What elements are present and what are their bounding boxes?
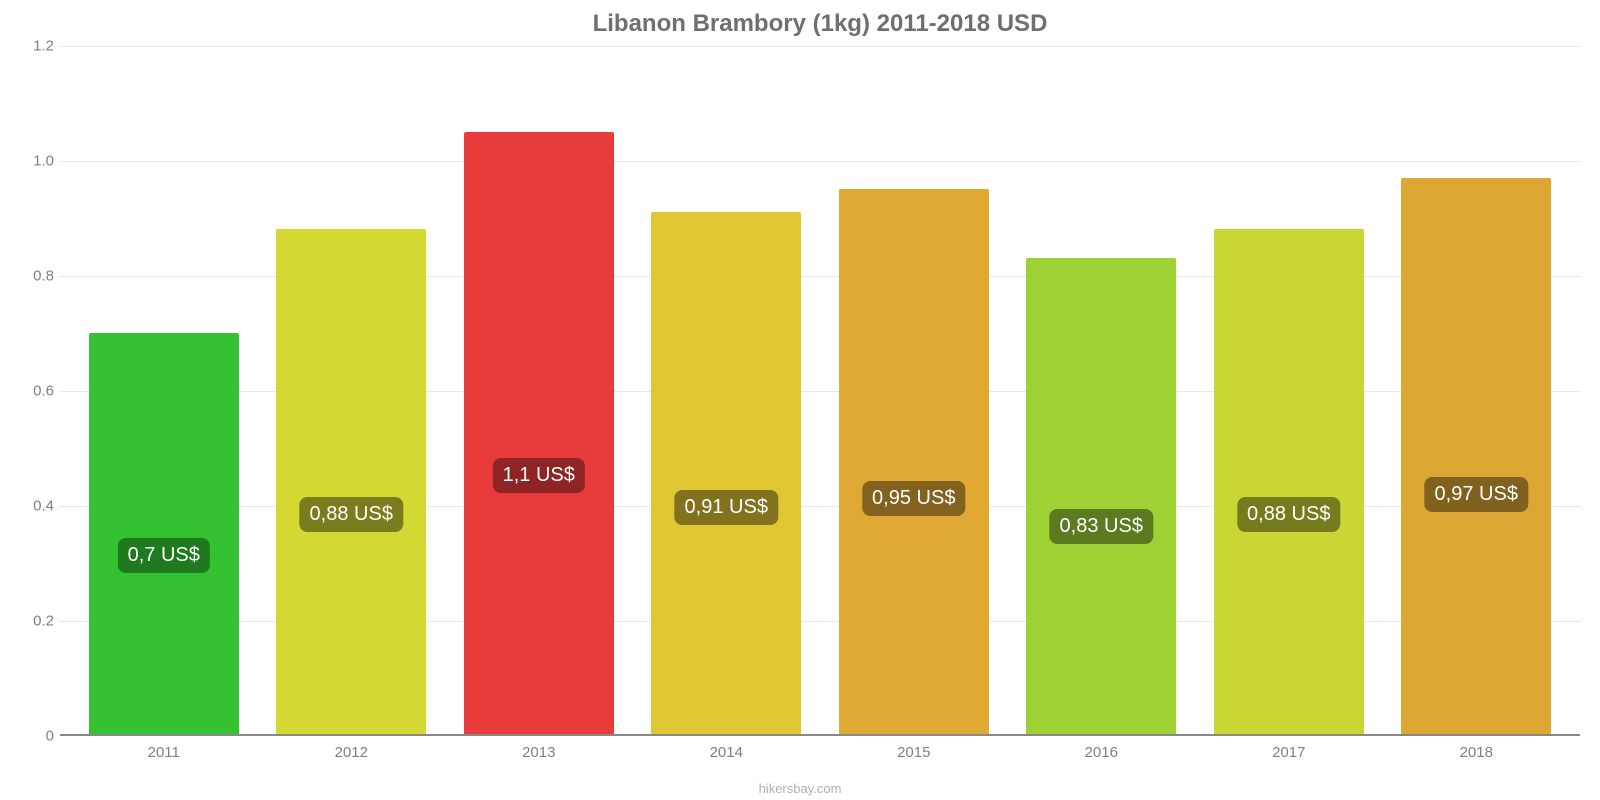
y-tick-label: 0: [18, 728, 54, 745]
y-tick-label: 0.8: [18, 268, 54, 285]
y-tick-label: 1.0: [18, 153, 54, 170]
y-tick-label: 0.4: [18, 498, 54, 515]
bar-slot: 0,88 US$: [1195, 46, 1383, 734]
bar-slot: 0,88 US$: [258, 46, 446, 734]
bar: 0,83 US$: [1026, 258, 1176, 734]
bar-value-label: 0,95 US$: [862, 481, 965, 516]
bar-value-label: 0,88 US$: [300, 497, 403, 532]
bar: 1,1 US$: [464, 132, 614, 734]
bar-slot: 0,95 US$: [820, 46, 1008, 734]
bar: 0,7 US$: [89, 333, 239, 734]
bar-value-label: 0,83 US$: [1050, 509, 1153, 544]
x-tick-label: 2018: [1383, 744, 1571, 761]
chart-container: Libanon Brambory (1kg) 2011-2018 USD 00.…: [60, 10, 1580, 770]
bar-slot: 0,7 US$: [70, 46, 258, 734]
bar-value-label: 0,97 US$: [1425, 477, 1528, 512]
bar-value-label: 0,91 US$: [675, 490, 778, 525]
y-tick-label: 0.2: [18, 613, 54, 630]
bar: 0,97 US$: [1401, 178, 1551, 734]
bar-value-label: 0,88 US$: [1237, 497, 1340, 532]
bar-slot: 0,91 US$: [633, 46, 821, 734]
chart-title: Libanon Brambory (1kg) 2011-2018 USD: [60, 10, 1580, 38]
x-tick-label: 2014: [633, 744, 821, 761]
bar-slot: 0,83 US$: [1008, 46, 1196, 734]
x-tick-label: 2015: [820, 744, 1008, 761]
x-tick-label: 2016: [1008, 744, 1196, 761]
bars-group: 0,7 US$ 0,88 US$ 1,1 US$ 0,91 US$ 0,95 US$ 0,…: [60, 46, 1580, 734]
plot-area: 00.20.40.60.81.01.2 0,7 US$0,88 US$1,1 U…: [60, 46, 1580, 736]
bar: 0,91 US$: [651, 212, 801, 734]
bar: 0,88 US$: [1214, 229, 1364, 734]
x-axis-labels: 20112012201320142015201620172018: [60, 744, 1580, 761]
bar-value-label: 0,7 US$: [118, 538, 210, 573]
bar-slot: 1,1 US$: [445, 46, 633, 734]
y-tick-label: 0.6: [18, 383, 54, 400]
x-tick-label: 2013: [445, 744, 633, 761]
x-tick-label: 2017: [1195, 744, 1383, 761]
y-tick-label: 1.2: [18, 38, 54, 55]
bar-slot: 0,97 US$: [1383, 46, 1571, 734]
bar: 0,88 US$: [276, 229, 426, 734]
bar: 0,95 US$: [839, 189, 989, 734]
x-tick-label: 2012: [258, 744, 446, 761]
bar-value-label: 1,1 US$: [493, 458, 585, 493]
attribution-text: hikersbay.com: [759, 781, 842, 796]
x-tick-label: 2011: [70, 744, 258, 761]
